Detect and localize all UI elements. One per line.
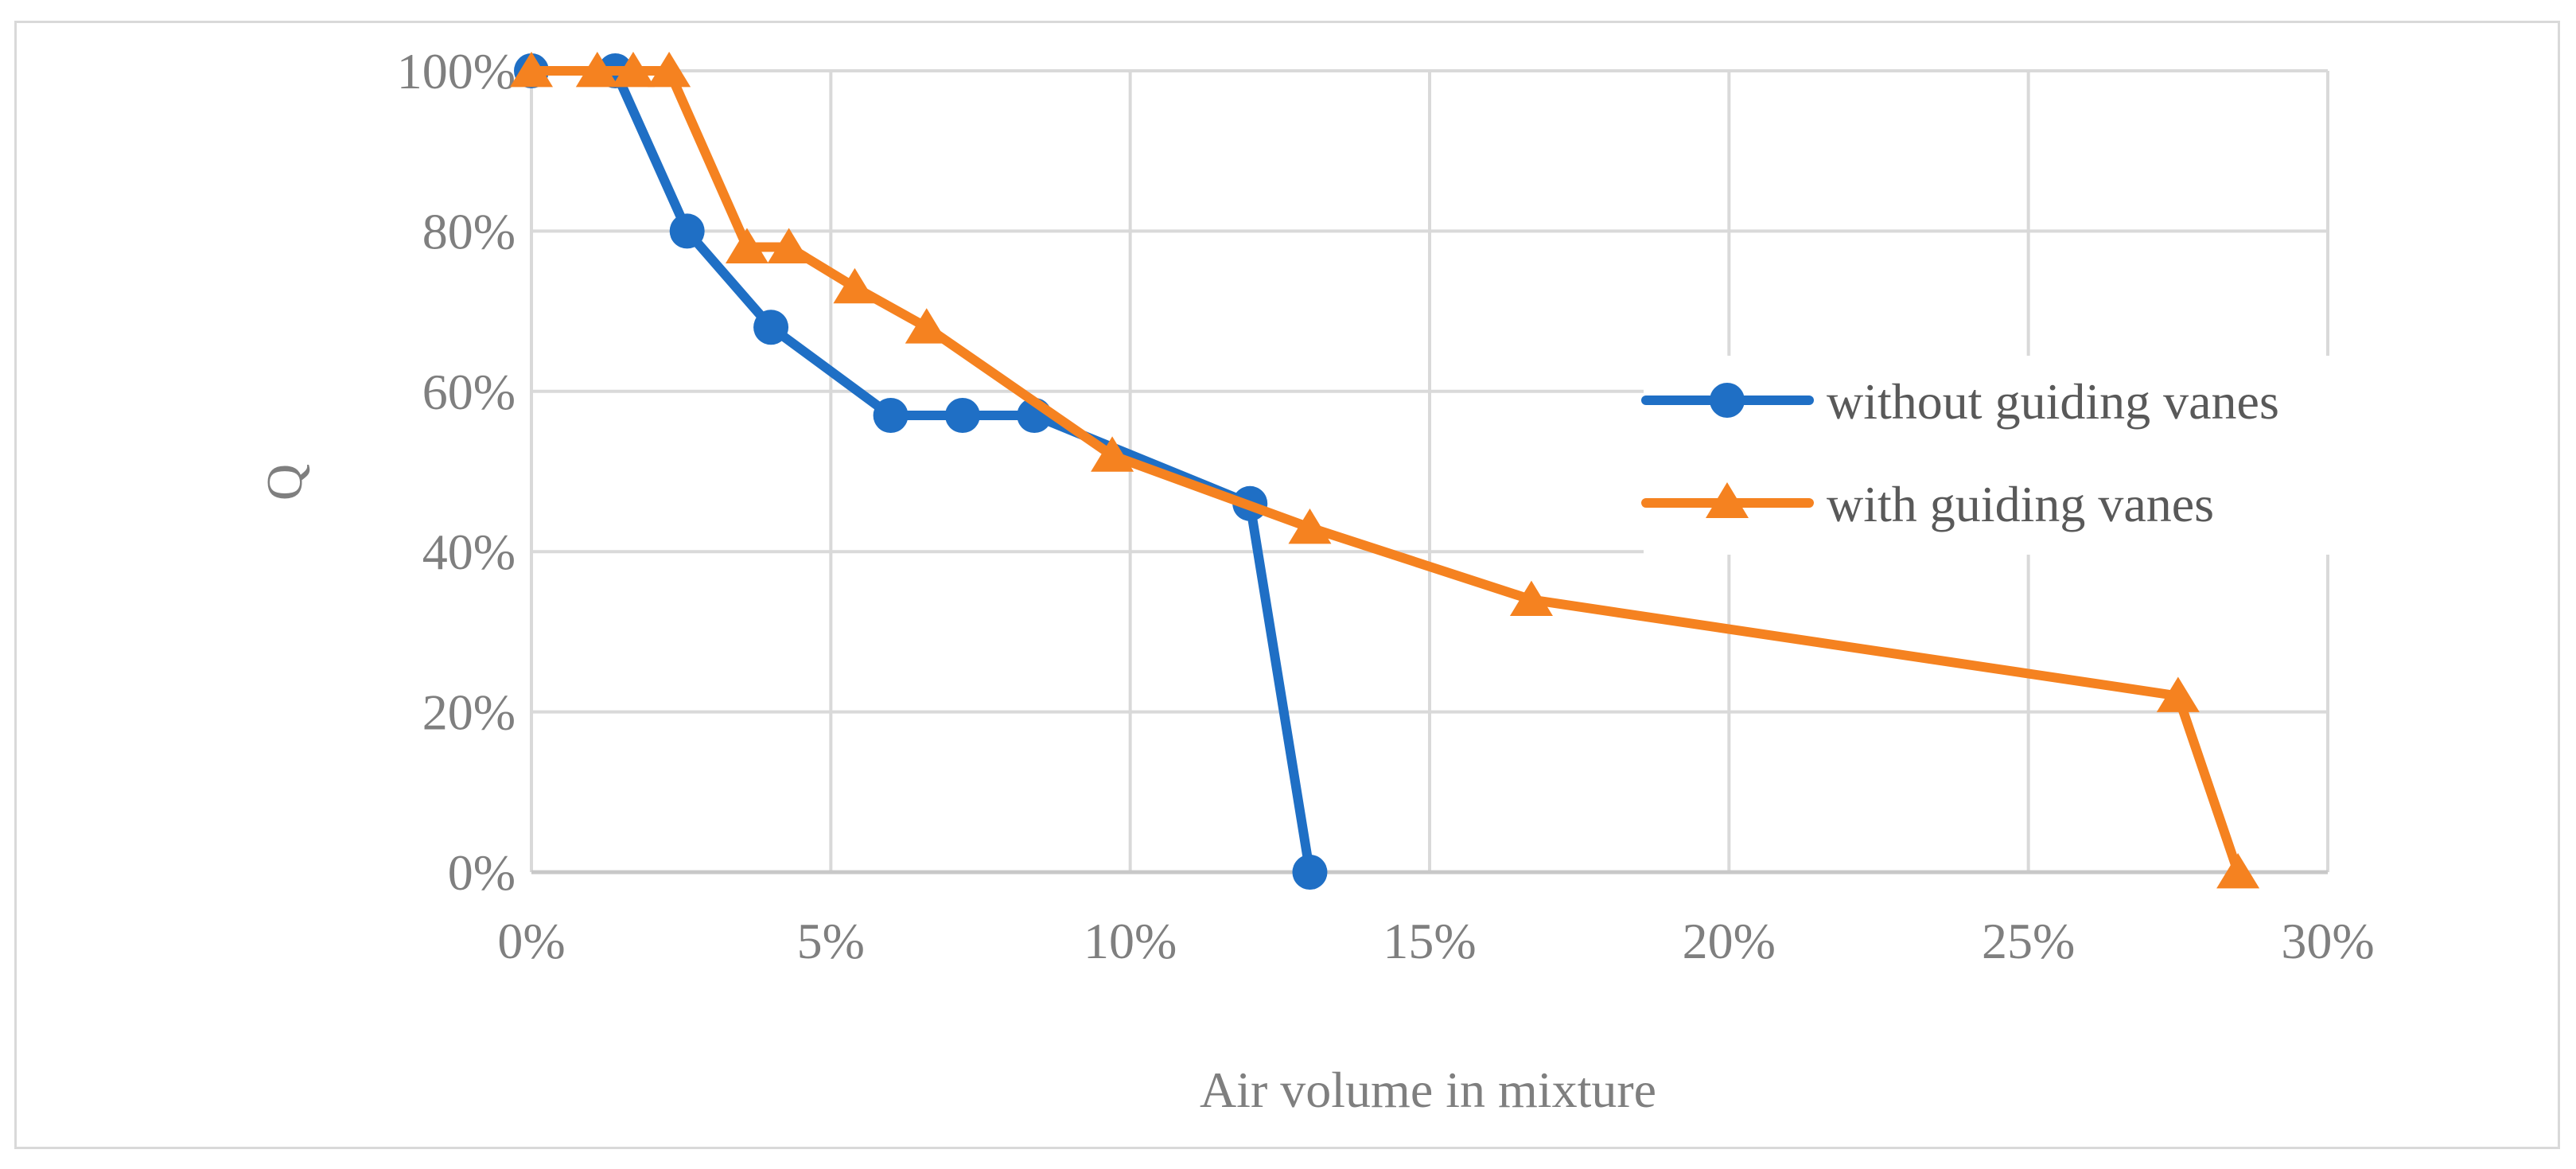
data-point-circle <box>669 213 705 249</box>
y-tick-label: 0% <box>448 844 516 901</box>
data-point-circle <box>873 398 909 434</box>
data-point-circle <box>753 310 789 345</box>
legend: without guiding vanes with guiding vanes <box>1641 356 2383 555</box>
legend-label-without-guiding-vanes: without guiding vanes <box>1827 373 2279 430</box>
legend-background <box>1644 356 2383 555</box>
legend-marker-triangle-icon <box>1706 482 1749 518</box>
legend-label-with-guiding-vanes: with guiding vanes <box>1827 476 2214 532</box>
data-point-circle <box>1292 855 1328 890</box>
x-tick-label: 10% <box>1084 913 1177 969</box>
x-tick-label: 20% <box>1683 913 1776 969</box>
x-tick-label: 30% <box>2281 913 2374 969</box>
series-layer <box>510 52 2260 890</box>
data-point-triangle <box>611 52 655 88</box>
line-chart: 0% 20% 40% 60% 80% 100% 0% 5% 10% 15% 20% 25% 30% Ai… <box>256 43 2383 1118</box>
data-point-triangle <box>833 267 877 304</box>
y-tick-label: 20% <box>422 684 516 741</box>
data-point-triangle <box>648 52 691 88</box>
data-point-triangle <box>575 52 619 88</box>
axis-layer: 0% 20% 40% 60% 80% 100% 0% 5% 10% 15% 20% 25% 30% <box>397 43 2375 969</box>
data-point-triangle <box>1509 580 1553 617</box>
y-tick-label: 80% <box>422 203 516 259</box>
y-tick-label: 60% <box>422 364 516 420</box>
y-tick-label: 100% <box>397 43 516 99</box>
x-tick-label: 0% <box>497 913 565 969</box>
data-point-triangle <box>2216 853 2260 889</box>
x-tick-label: 5% <box>797 913 865 969</box>
y-axis-title: Q <box>256 464 313 501</box>
legend-marker-circle-icon <box>1710 383 1745 418</box>
chart-frame: 0% 20% 40% 60% 80% 100% 0% 5% 10% 15% 20% 25% 30% Ai… <box>14 21 2560 1149</box>
x-tick-label: 15% <box>1383 913 1476 969</box>
series-line-0 <box>527 66 1315 877</box>
data-point-triangle <box>905 308 948 344</box>
grid-layer <box>530 69 2329 872</box>
x-axis-title: Air volume in mixture <box>1200 1062 1656 1118</box>
data-point-triangle <box>725 228 769 263</box>
data-point-circle <box>944 398 980 434</box>
data-point-triangle <box>767 228 811 263</box>
x-tick-label: 25% <box>1982 913 2075 969</box>
y-tick-label: 40% <box>422 524 516 580</box>
data-point-triangle <box>510 52 553 88</box>
data-point-triangle <box>2156 676 2200 712</box>
data-point-triangle <box>1091 436 1134 472</box>
data-point-triangle <box>1288 508 1332 544</box>
